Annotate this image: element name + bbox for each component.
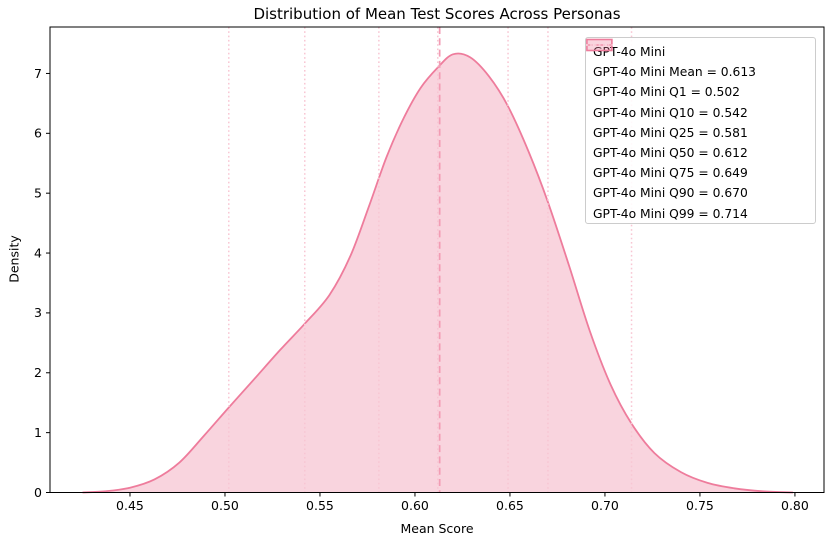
legend-label: GPT-4o Mini Q25 = 0.581 <box>593 125 748 140</box>
y-axis-label: Density <box>6 235 22 283</box>
x-tick-label: 0.55 <box>306 498 334 513</box>
legend-item: GPT-4o Mini Q90 = 0.670 <box>586 44 815 203</box>
y-tick-label: 1 <box>34 425 42 440</box>
y-tick-label: 4 <box>34 245 42 260</box>
legend-item: GPT-4o Mini <box>586 38 815 62</box>
kde-line <box>82 52 794 494</box>
x-tick-label: 0.80 <box>781 498 809 513</box>
x-axis-ticks: 0.45 0.50 0.55 0.60 0.65 0.70 0.75 0.80 <box>116 492 809 513</box>
axes-spines <box>49 26 825 493</box>
x-tick-label: 0.65 <box>496 498 524 513</box>
y-tick-label: 5 <box>34 185 42 200</box>
y-tick-label: 2 <box>34 365 42 380</box>
legend-item: GPT-4o Mini Q25 = 0.581 <box>586 44 815 143</box>
legend-item: GPT-4o Mini Q50 = 0.612 <box>586 44 815 163</box>
x-tick-label: 0.75 <box>686 498 714 513</box>
legend-label: GPT-4o Mini Q90 = 0.670 <box>593 186 748 201</box>
legend-label: GPT-4o Mini Q50 = 0.612 <box>593 146 748 161</box>
legend-swatch-dotted-icon <box>586 44 613 46</box>
quantile-vlines <box>228 27 633 493</box>
legend-label: GPT-4o Mini Q1 = 0.502 <box>593 85 740 100</box>
legend-label: GPT-4o Mini Mean = 0.613 <box>593 65 756 80</box>
y-tick-label: 3 <box>34 305 42 320</box>
plot-border <box>49 26 825 493</box>
y-axis-ticks: 0 1 2 3 4 5 6 7 <box>34 66 50 500</box>
y-tick-label: 6 <box>34 126 42 141</box>
legend-item: GPT-4o Mini Mean = 0.613 <box>586 44 815 82</box>
y-tick-label: 7 <box>34 66 42 81</box>
legend: GPT-4o Mini GPT-4o Mini Mean = 0.613 GPT-4… <box>585 37 816 224</box>
legend-item: GPT-4o Mini Q10 = 0.542 <box>586 44 815 123</box>
legend-item: GPT-4o Mini Q99 = 0.714 <box>586 44 815 224</box>
legend-label: GPT-4o Mini <box>593 45 666 60</box>
legend-item: GPT-4o Mini Q75 = 0.649 <box>586 44 815 183</box>
legend-label: GPT-4o Mini Q10 = 0.542 <box>593 105 748 120</box>
chart-title: Distribution of Mean Test Scores Across … <box>253 5 621 23</box>
legend-label: GPT-4o Mini Q99 = 0.714 <box>593 206 748 221</box>
legend-item: GPT-4o Mini Q1 = 0.502 <box>586 44 815 102</box>
x-axis-label: Mean Score <box>400 521 474 536</box>
legend-label: GPT-4o Mini Q75 = 0.649 <box>593 166 748 181</box>
x-tick-label: 0.60 <box>401 498 429 513</box>
x-tick-label: 0.70 <box>591 498 619 513</box>
x-tick-label: 0.50 <box>211 498 239 513</box>
x-tick-label: 0.45 <box>116 498 144 513</box>
y-tick-label: 0 <box>34 485 42 500</box>
